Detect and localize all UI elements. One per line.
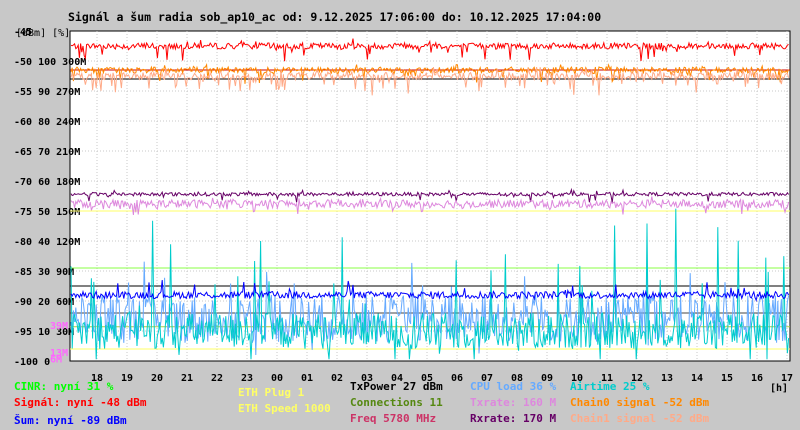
plot-area [69,30,791,362]
x-tick-label: 17 [781,373,793,384]
x-tick-label: 01 [301,373,313,384]
series-chain0 [70,63,790,84]
y-tick-label: -100 0 [14,357,50,368]
x-axis-label: [h] [770,383,788,394]
y-tick-label: -65 70 210M [14,147,80,158]
x-tick-label: 20 [151,373,163,384]
legend-txpower: TxPower 27 dBm [350,380,443,393]
legend-eth-speed: ETH Speed 1000 [238,402,331,415]
x-tick-label: 21 [181,373,193,384]
x-tick-label: 11 [601,373,613,384]
legend-airtime: Airtime 25 % [570,380,650,393]
y-tick-label: -55 90 270M [14,87,80,98]
x-tick-label: 12 [631,373,643,384]
legend-cpu-load: CPU load 36 % [470,380,557,393]
y-tick-label: -60 80 240M [14,117,80,128]
x-tick-label: 04 [391,373,403,384]
series-chain1 [70,67,790,96]
legend-rxrate: Rxrate: 170 M [470,412,557,425]
y-tick-label: -50 100 300M [14,57,86,68]
x-tick-label: 03 [361,373,373,384]
series-txrate [70,196,790,216]
x-tick-label: 13 [661,373,673,384]
x-tick-label: 00 [271,373,283,384]
y-tick-label: -75 50 150M [14,207,80,218]
y-tick-label: -95 10 30M [14,327,74,338]
legend-signal: Signál: nyní -48 dBm [14,396,147,409]
x-tick-label: 14 [691,373,703,384]
y-unit-label: [dBm] [%] [16,28,71,39]
x-tick-label: 10 [571,373,583,384]
extra-rate-label: 39M [50,321,68,332]
series-signal [70,38,789,62]
y-tick-label: -70 60 180M [14,177,80,188]
legend-chain0: Chain0 signal -52 dBm [570,396,710,409]
x-tick-label: 19 [121,373,133,384]
extra-rate-label: 6M [50,355,62,366]
x-tick-label: 18 [91,373,103,384]
legend-txrate: Txrate: 160 M [470,396,557,409]
extra-rate-label: 13M [50,348,68,359]
legend-eth-plug: ETH Plug 1 [238,386,305,399]
legend-noise: Šum: nyní -89 dBm [14,414,127,427]
legend-chain1: Chain1 signal -52 dBm [570,412,710,425]
series-noise [70,279,790,302]
x-tick-label: 07 [481,373,493,384]
x-tick-label: 23 [241,373,253,384]
y-tick-label: -45 [14,27,32,38]
y-tick-label: -85 30 90M [14,267,74,278]
series-airtime [70,208,790,360]
legend-connections: Connections 11 [350,396,443,409]
x-tick-label: 16 [751,373,763,384]
x-tick-label: 05 [421,373,433,384]
x-tick-label: 22 [211,373,223,384]
x-tick-label: 09 [541,373,553,384]
chart-title: Signál a šum radia sob_ap10_ac od: 9.12.… [68,10,602,24]
x-tick-label: 15 [721,373,733,384]
x-tick-label: 06 [451,373,463,384]
y-tick-label: -90 20 60M [14,297,74,308]
x-tick-label: 08 [511,373,523,384]
x-tick-label: 02 [331,373,343,384]
legend-cinr: CINR: nyní 31 % [14,380,114,393]
y-tick-label: -80 40 120M [14,237,80,248]
series-rxrate [70,187,790,203]
legend-freq: Freq 5780 MHz [350,412,437,425]
